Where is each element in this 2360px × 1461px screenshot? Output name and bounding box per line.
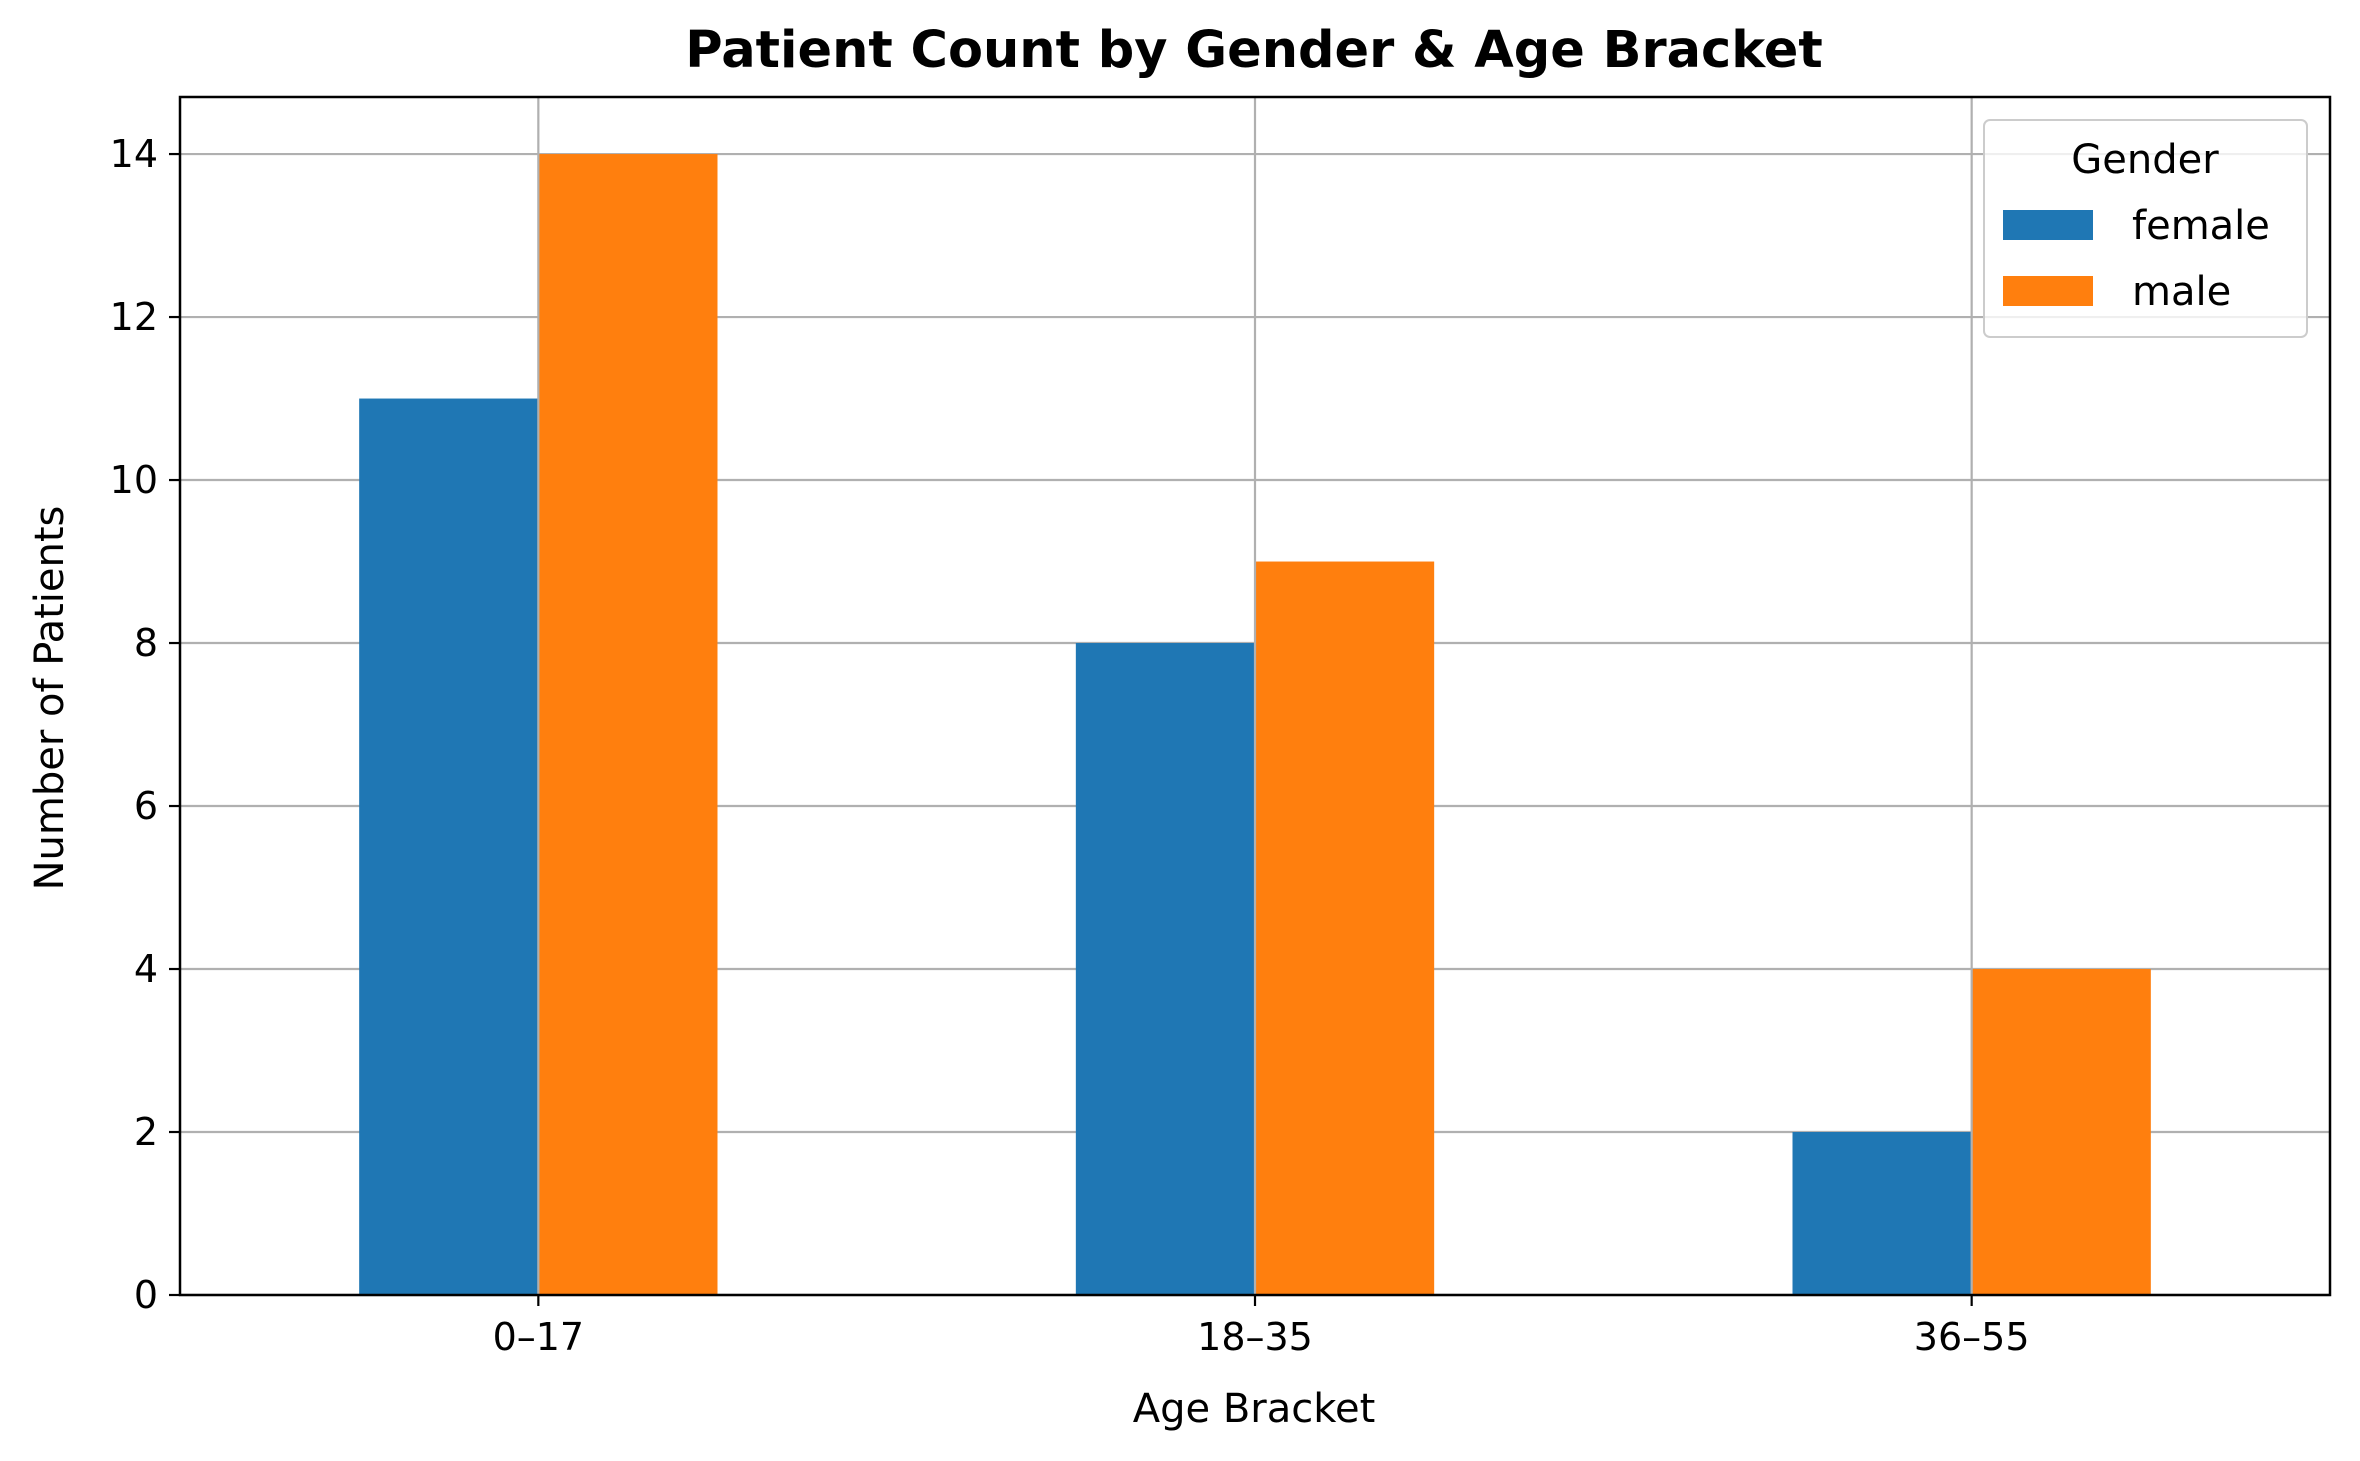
legend: Gender female male: [1983, 119, 2308, 338]
bar-male-0: [538, 154, 718, 1296]
y-tick-label: 10: [110, 458, 158, 502]
x-tick-label: 18–35: [1197, 1315, 1313, 1359]
legend-label-male: male: [2132, 269, 2231, 315]
legend-swatch-male: [2003, 276, 2093, 306]
y-axis-label: Number of Patients: [27, 506, 73, 891]
bar-female-1: [1075, 643, 1255, 1295]
y-tick-label: 12: [110, 295, 158, 339]
bar-female-2: [1792, 1132, 1972, 1295]
y-tick-label: 14: [110, 132, 158, 176]
vertical-grid-lines: [537, 97, 1973, 1295]
bars: [359, 154, 2151, 1296]
x-tick-label: 0–17: [493, 1315, 585, 1359]
y-tick-label: 8: [134, 621, 158, 665]
x-tick-label: 36–55: [1914, 1315, 2030, 1359]
bar-female-0: [359, 398, 539, 1295]
y-tick-label: 6: [134, 784, 158, 828]
y-tick-label: 0: [134, 1273, 158, 1317]
x-axis-label: Age Bracket: [1133, 1386, 1376, 1432]
legend-swatch-female: [2003, 210, 2093, 240]
legend-items: female male: [2003, 203, 2270, 315]
legend-label-female: female: [2132, 203, 2270, 249]
chart-title: Patient Count by Gender & Age Bracket: [685, 21, 1823, 80]
x-axis-ticks: 0–17 18–35 36–55: [493, 1295, 2030, 1359]
y-tick-label: 2: [134, 1110, 158, 1154]
legend-title: Gender: [2071, 137, 2219, 183]
y-axis-ticks: 0 2 4 6 8 10 12 14: [110, 132, 180, 1317]
y-tick-label: 4: [134, 947, 158, 991]
bar-male-2: [1971, 969, 2151, 1295]
bar-male-1: [1255, 561, 1435, 1295]
